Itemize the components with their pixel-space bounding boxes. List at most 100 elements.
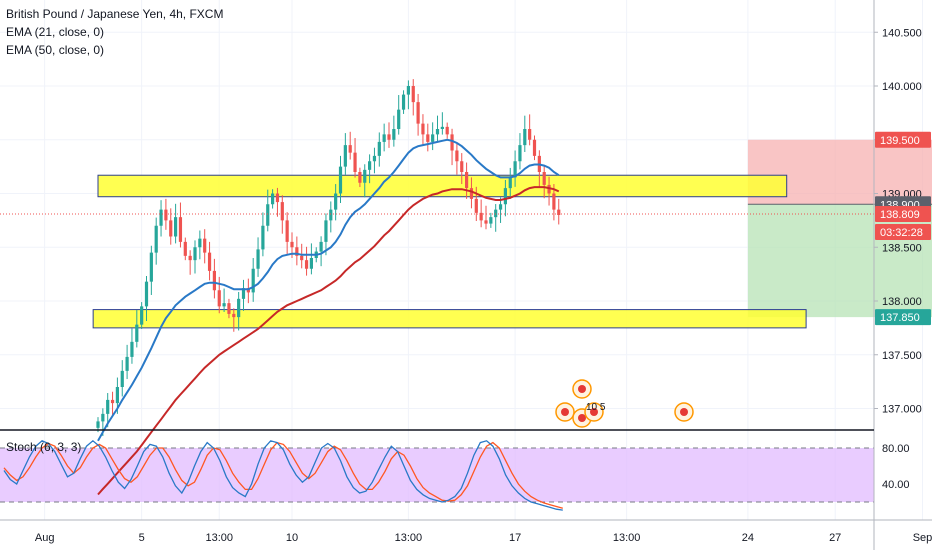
candle-body <box>377 141 381 156</box>
y-tick-label: 140.000 <box>882 81 922 93</box>
x-tick-label: 17 <box>509 532 521 544</box>
candle-body <box>101 413 105 422</box>
candle-body <box>435 129 440 135</box>
candle-body <box>212 270 216 291</box>
candle-body <box>484 220 488 224</box>
zone-box[interactable] <box>92 309 807 329</box>
candle-body <box>251 268 255 293</box>
candle-body <box>557 209 561 215</box>
candle-body <box>266 204 270 226</box>
x-tick-label: Aug <box>35 532 55 544</box>
candle-body <box>106 399 110 414</box>
candle-body <box>358 172 362 183</box>
candle-body <box>285 220 289 242</box>
candle-body <box>552 193 556 210</box>
candle-body <box>178 217 183 242</box>
price-badge-label: 03:32:28 <box>880 227 923 239</box>
candle-body <box>271 193 275 205</box>
candle-body <box>304 260 309 269</box>
stoch-tick-label: 40.00 <box>882 479 910 491</box>
candle-body <box>372 155 377 162</box>
candle-body <box>416 102 420 124</box>
x-tick-label: 24 <box>742 532 754 544</box>
candle-body <box>353 152 357 172</box>
candle-body <box>237 298 241 318</box>
indicator-ema21[interactable]: EMA (21, close, 0) <box>6 25 105 39</box>
candle-body <box>338 166 343 194</box>
x-tick-label: Sep <box>913 532 932 544</box>
candle-body <box>494 209 498 218</box>
event-flag-icon <box>590 408 598 416</box>
economic-events[interactable]: 10 5 <box>555 379 694 428</box>
candle-body <box>295 247 299 256</box>
candle-body <box>232 313 236 318</box>
event-flag-icon <box>561 408 569 416</box>
x-tick-label: 5 <box>139 532 145 544</box>
event-count: 10 5 <box>586 402 606 413</box>
price-badge <box>875 224 931 241</box>
candle-body <box>159 209 163 226</box>
candle-body <box>261 225 265 250</box>
price-badge <box>875 206 931 223</box>
candle-body <box>115 387 119 404</box>
candle-body <box>203 238 207 253</box>
candle-body <box>445 126 449 135</box>
candle-body <box>174 217 178 237</box>
candle-body <box>207 252 212 271</box>
candle-body <box>217 290 221 307</box>
candle-body <box>140 306 144 325</box>
ema50-line <box>97 186 560 496</box>
candle-body <box>426 134 430 142</box>
chart-title: British Pound / Japanese Yen, 4h, FXCM <box>6 7 224 21</box>
x-tick-label: 13:00 <box>205 532 233 544</box>
stoch-band-fill <box>0 448 874 502</box>
candle-body <box>465 172 469 189</box>
candle-body <box>547 184 551 194</box>
candle-body <box>125 356 129 371</box>
candle-body <box>421 123 425 135</box>
stoch-label[interactable]: Stoch (6, 3, 3) <box>6 440 82 454</box>
event-flag-icon <box>578 385 586 393</box>
candles <box>0 79 874 437</box>
y-tick-label: 138.000 <box>882 296 922 308</box>
candle-body <box>431 134 435 142</box>
candle-body <box>120 370 124 387</box>
ema-lines <box>97 138 560 496</box>
candle-body <box>387 134 391 140</box>
stoch-band <box>0 447 874 503</box>
candle-body <box>363 169 367 183</box>
candle-body <box>110 399 115 404</box>
y-tick-label: 140.500 <box>882 27 922 39</box>
candle-body <box>406 86 410 95</box>
ema21-line <box>97 138 560 442</box>
candle-body <box>489 217 493 224</box>
candle-body <box>368 161 372 170</box>
candle-body <box>149 252 153 282</box>
candle-body <box>154 225 158 253</box>
candle-body <box>513 161 517 178</box>
candle-body <box>508 177 512 189</box>
stoch-tick-label: 80.00 <box>882 443 910 455</box>
candle-body <box>411 86 415 103</box>
candle-body <box>498 204 503 210</box>
event-flag-icon <box>680 408 688 416</box>
price-badge-label: 138.809 <box>880 209 920 221</box>
position-tool[interactable] <box>747 139 932 318</box>
zones[interactable] <box>92 174 807 329</box>
candle-body <box>183 241 187 256</box>
zone-box[interactable] <box>97 174 788 198</box>
x-tick-label: 13:00 <box>395 532 423 544</box>
candle-body <box>474 198 478 213</box>
stoch-d-line <box>3 441 563 509</box>
candle-body <box>324 220 328 242</box>
candle-body <box>401 94 406 110</box>
x-tick-label: 27 <box>829 532 841 544</box>
candle-body <box>397 109 401 129</box>
candle-body <box>222 303 226 307</box>
price-badge-label: 139.500 <box>880 135 920 147</box>
candle-body <box>440 126 444 129</box>
indicator-ema50[interactable]: EMA (50, close, 0) <box>6 43 105 57</box>
candle-body <box>455 150 459 162</box>
candle-body <box>523 129 527 146</box>
